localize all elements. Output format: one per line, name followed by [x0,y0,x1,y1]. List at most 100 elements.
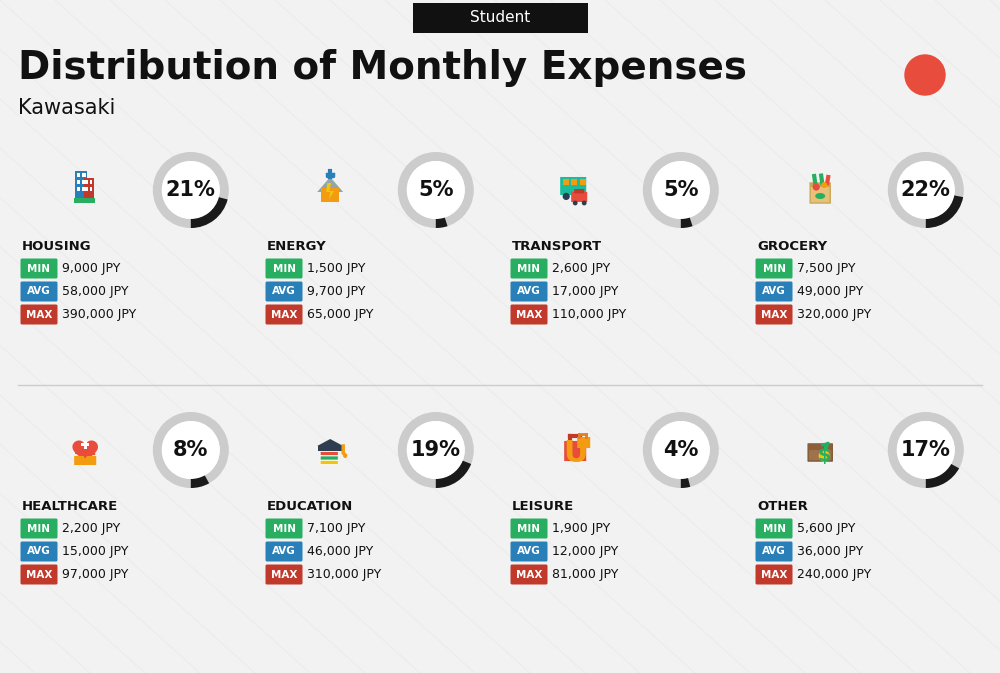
Circle shape [563,192,570,200]
Wedge shape [926,195,963,228]
Wedge shape [681,217,693,228]
Text: 22%: 22% [901,180,951,200]
FancyBboxPatch shape [564,441,586,461]
Text: 5%: 5% [418,180,454,200]
FancyBboxPatch shape [577,437,590,448]
FancyBboxPatch shape [320,452,338,456]
FancyBboxPatch shape [756,304,792,324]
Text: 12,000 JPY: 12,000 JPY [552,545,618,558]
Text: HOUSING: HOUSING [22,240,92,252]
Text: 310,000 JPY: 310,000 JPY [307,568,381,581]
Text: AVG: AVG [517,287,541,297]
Circle shape [579,192,586,200]
Wedge shape [436,217,448,228]
Text: 320,000 JPY: 320,000 JPY [797,308,871,321]
Bar [75,171,87,199]
Bar [82,173,86,178]
Text: AVG: AVG [272,287,296,297]
Text: AVG: AVG [272,546,296,557]
Text: AVG: AVG [762,287,786,297]
Wedge shape [643,412,719,488]
Text: 97,000 JPY: 97,000 JPY [62,568,128,581]
FancyBboxPatch shape [266,304,302,324]
FancyBboxPatch shape [320,460,338,464]
FancyBboxPatch shape [756,258,792,279]
Bar [84,441,87,449]
FancyBboxPatch shape [756,542,792,561]
Text: MAX: MAX [761,569,787,579]
Text: Kawasaki: Kawasaki [18,98,115,118]
Circle shape [582,201,587,205]
FancyBboxPatch shape [266,281,302,302]
Bar [82,180,86,184]
Text: MIN: MIN [28,524,50,534]
Wedge shape [643,152,719,228]
Text: MIN: MIN [272,524,296,534]
FancyBboxPatch shape [20,281,58,302]
Circle shape [407,421,465,479]
Circle shape [652,161,710,219]
Wedge shape [888,412,964,488]
Polygon shape [72,440,98,464]
Text: MAX: MAX [761,310,787,320]
Circle shape [897,421,955,479]
Ellipse shape [819,452,829,460]
Wedge shape [681,478,690,488]
Ellipse shape [815,193,825,199]
Bar [571,179,577,185]
FancyBboxPatch shape [756,565,792,584]
Text: MAX: MAX [26,310,52,320]
Text: MAX: MAX [271,569,297,579]
Circle shape [162,421,220,479]
FancyBboxPatch shape [560,177,586,195]
Circle shape [905,55,945,95]
Text: 1,900 JPY: 1,900 JPY [552,522,610,535]
Text: HEALTHCARE: HEALTHCARE [22,499,118,513]
Bar [77,180,80,184]
Text: 21%: 21% [166,180,216,200]
Text: MAX: MAX [516,569,542,579]
FancyBboxPatch shape [810,183,830,203]
Circle shape [821,182,827,188]
FancyBboxPatch shape [266,565,302,584]
FancyBboxPatch shape [808,444,832,450]
Text: 5%: 5% [663,180,699,200]
Circle shape [573,201,578,205]
Polygon shape [317,439,343,446]
FancyBboxPatch shape [511,258,548,279]
FancyBboxPatch shape [74,456,96,465]
Circle shape [897,161,955,219]
Circle shape [407,161,465,219]
Text: TRANSPORT: TRANSPORT [512,240,602,252]
Wedge shape [191,475,209,488]
Circle shape [162,161,220,219]
Wedge shape [436,461,471,488]
FancyBboxPatch shape [574,189,584,193]
Wedge shape [153,152,229,228]
Text: MAX: MAX [516,310,542,320]
Bar [86,186,88,190]
FancyBboxPatch shape [20,542,58,561]
Text: 7,500 JPY: 7,500 JPY [797,262,856,275]
Bar [81,443,89,446]
Bar [90,180,92,184]
Bar [90,186,92,190]
Text: LEISURE: LEISURE [512,499,574,513]
Text: 15,000 JPY: 15,000 JPY [62,545,128,558]
Circle shape [819,450,830,462]
FancyBboxPatch shape [571,192,587,202]
Text: 19%: 19% [411,440,461,460]
FancyBboxPatch shape [511,565,548,584]
Text: MIN: MIN [763,524,786,534]
Wedge shape [398,412,474,488]
Text: 7,100 JPY: 7,100 JPY [307,522,365,535]
Text: MAX: MAX [26,569,52,579]
Text: 9,000 JPY: 9,000 JPY [62,262,120,275]
FancyBboxPatch shape [266,518,302,538]
Text: 58,000 JPY: 58,000 JPY [62,285,128,298]
Bar [74,199,95,203]
Bar [318,446,342,451]
Text: Student: Student [470,11,530,26]
Circle shape [652,421,710,479]
Text: EDUCATION: EDUCATION [267,499,353,513]
